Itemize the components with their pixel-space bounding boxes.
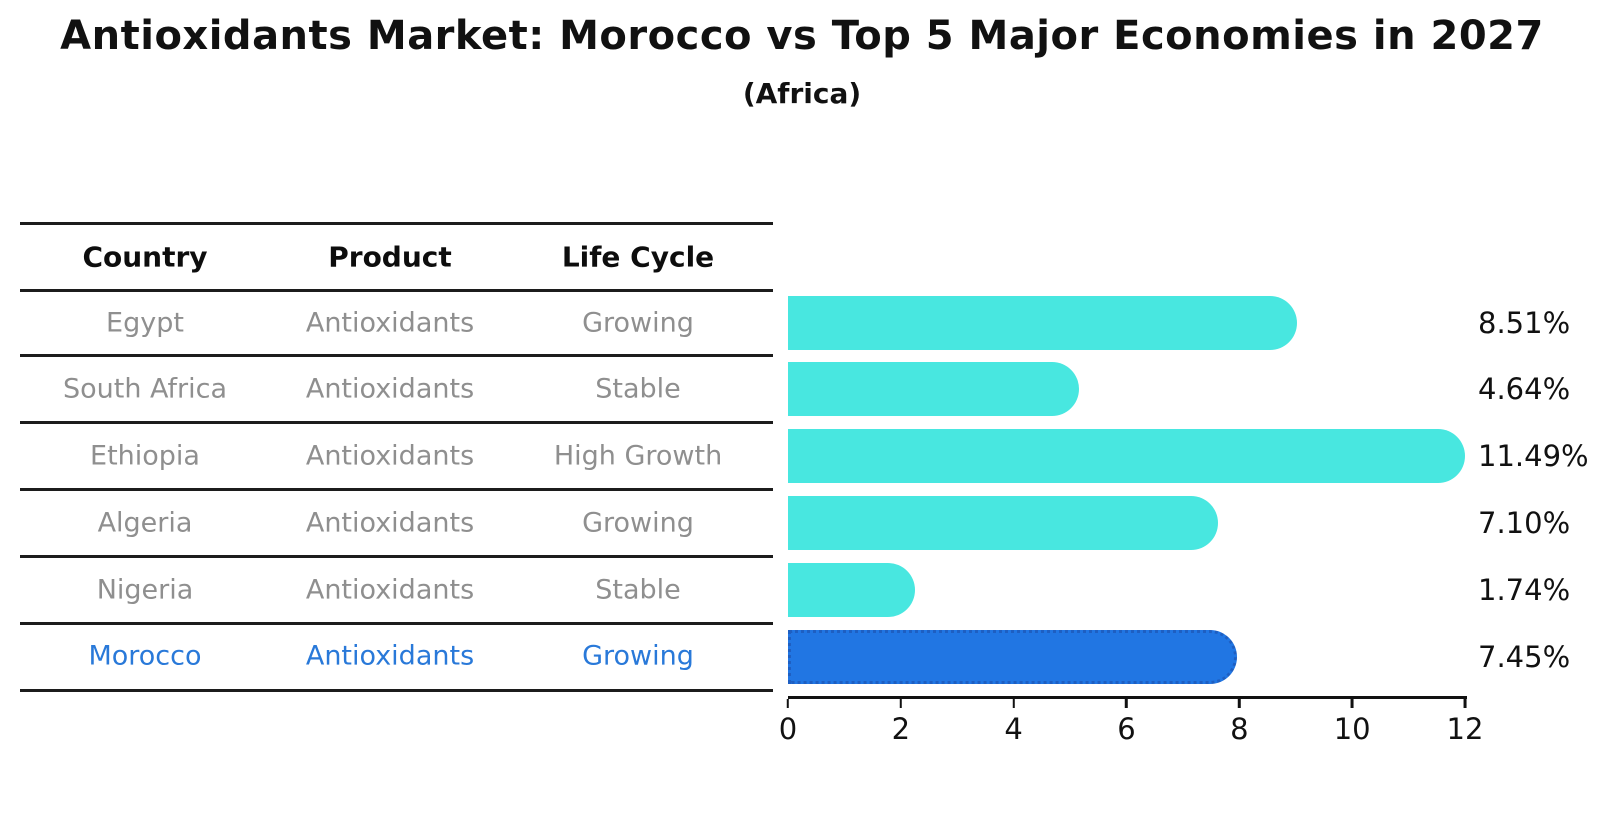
tick-label: 12 (1446, 712, 1484, 746)
x-axis-tick: 2 (892, 699, 910, 746)
x-axis-tick: 10 (1334, 699, 1371, 746)
tick-label: 10 (1333, 712, 1371, 746)
tick-label: 8 (1230, 712, 1249, 746)
country-cell: Ethiopia (90, 440, 200, 472)
value-label: 1.74% (1478, 572, 1571, 607)
tick-mark (1463, 699, 1467, 708)
table-divider (20, 421, 773, 424)
table-divider (20, 689, 773, 692)
x-axis-tick: 6 (1117, 699, 1136, 746)
x-axis-line (788, 696, 1467, 699)
country-cell: Nigeria (96, 574, 194, 606)
country-cell: Morocco (88, 640, 202, 672)
country-cell: Egypt (106, 307, 184, 339)
tick-mark (1350, 699, 1354, 708)
value-label: 7.45% (1478, 639, 1571, 674)
tick-label: 6 (1117, 712, 1136, 746)
country-cell: Algeria (97, 507, 193, 539)
column-header-country: Country (82, 240, 208, 274)
life-cycle-cell: Growing (582, 507, 694, 539)
product-cell: Antioxidants (305, 507, 475, 539)
table-divider (20, 622, 773, 625)
product-cell: Antioxidants (305, 307, 475, 339)
table-divider (20, 488, 773, 491)
product-cell: Antioxidants (305, 574, 475, 606)
bar-nigeria (788, 562, 915, 617)
tick-mark (1012, 699, 1015, 708)
column-header-product: Product (328, 240, 452, 274)
table-divider (20, 222, 773, 225)
tick-mark (899, 699, 903, 708)
life-cycle-cell: Stable (595, 373, 681, 405)
value-label: 4.64% (1478, 372, 1571, 407)
bar-ethiopia (788, 429, 1465, 484)
x-axis-tick: 0 (779, 699, 797, 746)
table-divider (20, 555, 773, 558)
tick-mark (1125, 699, 1128, 708)
product-cell: Antioxidants (305, 640, 475, 672)
x-axis-tick: 8 (1230, 699, 1249, 746)
tick-label: 2 (891, 712, 911, 746)
table-divider (20, 354, 773, 357)
value-label: 7.10% (1478, 505, 1571, 540)
life-cycle-cell: Growing (582, 640, 694, 672)
bar-south-africa (788, 362, 1079, 417)
tick-label: 0 (778, 712, 798, 746)
product-cell: Antioxidants (305, 440, 475, 472)
x-axis-tick: 4 (1004, 699, 1023, 746)
bar-morocco-highlighted (788, 629, 1237, 684)
life-cycle-cell: Growing (582, 307, 694, 339)
tick-mark (786, 699, 790, 708)
column-header-life-cycle: Life Cycle (561, 240, 715, 274)
value-label: 8.51% (1478, 305, 1571, 340)
chart-title: Antioxidants Market: Morocco vs Top 5 Ma… (60, 13, 1544, 59)
table-divider (20, 289, 773, 292)
tick-mark (1238, 699, 1241, 708)
chart-subtitle: (Africa) (742, 77, 862, 110)
value-label: 11.49% (1478, 439, 1589, 474)
bar-egypt (788, 295, 1297, 350)
x-axis-tick: 12 (1446, 699, 1484, 746)
bar-algeria (788, 495, 1218, 550)
life-cycle-cell: High Growth (553, 440, 723, 472)
tick-label: 4 (1004, 712, 1023, 746)
life-cycle-cell: Stable (595, 574, 681, 606)
product-cell: Antioxidants (305, 373, 475, 405)
country-cell: South Africa (62, 373, 228, 405)
